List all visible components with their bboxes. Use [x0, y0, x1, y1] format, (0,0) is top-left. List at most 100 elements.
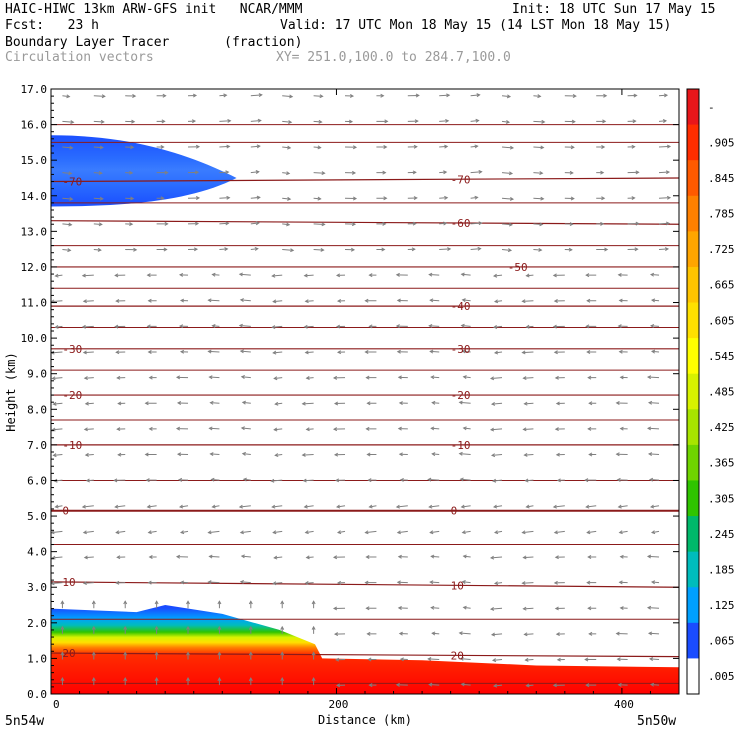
circulation-vector: [212, 505, 220, 508]
circulation-vector: [554, 530, 565, 534]
circulation-vector-head: [364, 580, 369, 585]
circulation-vector: [242, 401, 251, 404]
y-tick-label: 0.0: [27, 688, 47, 701]
contour-label: -10: [62, 439, 82, 452]
circulation-vector-head: [537, 94, 542, 99]
circulation-vector-head: [411, 247, 416, 252]
circulation-vector: [501, 95, 511, 98]
circulation-vector-head: [318, 119, 323, 124]
circulation-vector-head: [336, 350, 342, 355]
circulation-vector-head: [382, 221, 387, 226]
circulation-vector: [523, 607, 534, 610]
circulation-vector-head: [365, 375, 370, 380]
circulation-vector: [463, 555, 471, 558]
circulation-vector: [212, 274, 220, 276]
circulation-vector: [62, 197, 73, 200]
circulation-vector: [396, 505, 408, 508]
circulation-vector-head: [490, 453, 496, 458]
circulation-vector: [431, 607, 440, 609]
circulation-vector-head: [208, 375, 213, 380]
circulation-vector-head: [52, 401, 57, 406]
circulation-vector: [439, 94, 450, 97]
circulation-vector-head: [131, 119, 136, 124]
circulation-vector: [306, 377, 314, 379]
circulation-vector: [461, 324, 471, 327]
circulation-vector: [522, 582, 534, 584]
circulation-vector: [93, 146, 103, 149]
circulation-vector-head: [207, 298, 212, 303]
circulation-vector-head: [521, 299, 526, 304]
circulation-vector: [219, 222, 229, 225]
circulation-vector-head: [587, 606, 592, 611]
circulation-vector-head: [51, 376, 56, 381]
circulation-vector-head: [399, 477, 404, 482]
circulation-vector-head: [396, 349, 401, 354]
circulation-vector-head: [271, 325, 276, 330]
circulation-vector-head: [321, 222, 326, 227]
circulation-vector: [651, 350, 660, 353]
circulation-vector-head: [116, 555, 121, 560]
circulation-vector-head: [280, 625, 285, 630]
circulation-vector: [85, 402, 94, 405]
circulation-vector: [369, 505, 377, 508]
y-tick-label: 3.0: [27, 581, 47, 594]
circulation-vector: [250, 171, 259, 174]
circulation-vector: [62, 120, 74, 123]
circulation-vector: [271, 479, 283, 482]
circulation-vector: [282, 172, 290, 175]
circulation-vector-head: [248, 625, 253, 630]
circulation-vector-head: [381, 247, 386, 252]
colorbar-swatch: [687, 444, 699, 481]
circulation-vector: [533, 249, 542, 251]
circulation-vector-head: [447, 247, 452, 252]
circulation-vector: [219, 120, 231, 122]
circulation-vector: [243, 478, 251, 481]
circulation-vector-head: [115, 530, 120, 535]
circulation-vector: [250, 248, 258, 250]
circulation-vector: [84, 428, 94, 430]
circulation-vector: [55, 274, 63, 277]
circulation-vector-head: [428, 504, 433, 509]
circulation-vector-head: [539, 171, 544, 176]
circulation-vector-head: [98, 171, 103, 176]
contour-label: -30: [62, 343, 82, 356]
circulation-vector: [651, 299, 660, 302]
circulation-vector-head: [288, 120, 293, 124]
circulation-vector-head: [588, 401, 593, 406]
circulation-vector-head: [618, 580, 623, 585]
circulation-vector-head: [615, 401, 620, 405]
circulation-vector-head: [541, 119, 546, 124]
circulation-vector-head: [255, 221, 260, 226]
circulation-vector-head: [163, 247, 168, 252]
circulation-vector: [650, 505, 660, 508]
circulation-vector: [306, 556, 314, 559]
circulation-vector: [533, 223, 543, 225]
circulation-vector: [470, 94, 480, 97]
circulation-vector-head: [334, 657, 340, 662]
circulation-vector-head: [332, 555, 338, 560]
circulation-vector-head: [273, 427, 278, 432]
circulation-vector-head: [272, 530, 277, 535]
circulation-vector: [85, 453, 94, 456]
colorbar-label: .425: [708, 421, 735, 434]
circulation-vector: [648, 402, 660, 404]
circulation-vector-head: [91, 651, 96, 656]
circulation-vector-head: [490, 632, 496, 637]
circulation-vector-head: [489, 376, 495, 381]
y-tick-label: 9.0: [27, 368, 47, 381]
circulation-vector: [460, 478, 471, 481]
circulation-vector-head: [522, 606, 527, 611]
circulation-vector: [273, 582, 283, 585]
field-title: Boundary Layer Tracer (fraction): [5, 35, 303, 50]
colorbar-label: .785: [708, 208, 735, 221]
circulation-vector-head: [123, 625, 128, 630]
circulation-vector-head: [123, 600, 128, 605]
circulation-vector-head: [585, 683, 590, 688]
circulation-vector-head: [333, 452, 339, 457]
circulation-vector-head: [395, 504, 400, 509]
circulation-vector-head: [365, 426, 370, 431]
circulation-vector-head: [274, 401, 279, 406]
circulation-vector: [272, 274, 283, 277]
circulation-vector: [429, 325, 440, 327]
circulation-vector-head: [509, 145, 515, 150]
